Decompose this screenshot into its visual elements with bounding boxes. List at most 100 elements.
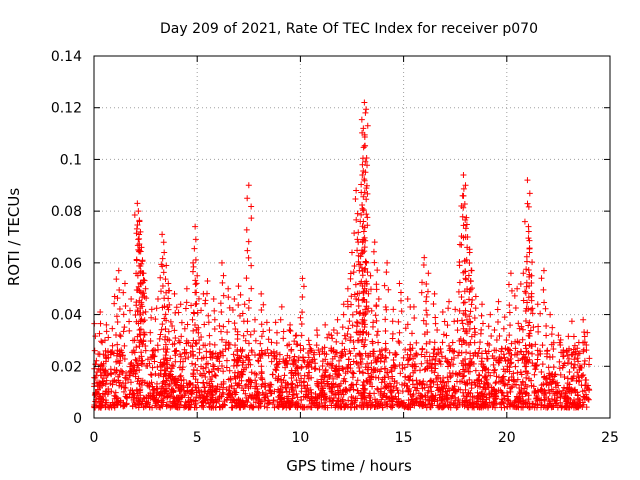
- data-point: [531, 371, 538, 378]
- data-point: [278, 303, 285, 310]
- data-point: [198, 307, 205, 314]
- data-point: [455, 288, 462, 295]
- data-point: [427, 384, 434, 391]
- data-point: [507, 347, 514, 354]
- data-point: [525, 349, 532, 356]
- data-point: [462, 381, 469, 388]
- data-point: [342, 351, 349, 358]
- data-point: [160, 373, 167, 380]
- data-point: [504, 389, 511, 396]
- data-point: [122, 374, 129, 381]
- data-point: [468, 333, 475, 340]
- data-point: [140, 309, 147, 316]
- data-point: [270, 348, 277, 355]
- data-point: [511, 351, 518, 358]
- data-point: [193, 300, 200, 307]
- data-point: [91, 380, 98, 387]
- data-point: [420, 402, 427, 409]
- data-point: [171, 380, 178, 387]
- data-point: [142, 308, 149, 315]
- data-point: [360, 296, 367, 303]
- data-point: [534, 301, 541, 308]
- data-point: [581, 339, 588, 346]
- data-point: [553, 397, 560, 404]
- data-point: [202, 399, 209, 406]
- data-point: [524, 177, 531, 184]
- data-point: [506, 309, 513, 316]
- data-point: [503, 337, 510, 344]
- data-point: [166, 301, 173, 308]
- data-point: [172, 397, 179, 404]
- data-point: [368, 373, 375, 380]
- data-point: [248, 262, 255, 269]
- data-point: [173, 348, 180, 355]
- data-point: [157, 331, 164, 338]
- data-point: [362, 109, 369, 116]
- data-point: [285, 393, 292, 400]
- data-point: [237, 291, 244, 298]
- data-point: [159, 403, 166, 410]
- data-point: [561, 395, 568, 402]
- data-point: [553, 390, 560, 397]
- data-point: [188, 302, 195, 309]
- data-point: [397, 370, 404, 377]
- data-point: [572, 388, 579, 395]
- data-point: [557, 394, 564, 401]
- data-point: [366, 379, 373, 386]
- data-point: [563, 398, 570, 405]
- data-point: [353, 329, 360, 336]
- grid-lines: [94, 56, 610, 418]
- data-point: [192, 384, 199, 391]
- data-point: [133, 225, 140, 232]
- data-point: [166, 337, 173, 344]
- data-point: [510, 370, 517, 377]
- data-point: [109, 342, 116, 349]
- data-point: [523, 345, 530, 352]
- data-point: [384, 369, 391, 376]
- data-point: [456, 349, 463, 356]
- data-point: [466, 249, 473, 256]
- data-point: [456, 370, 463, 377]
- data-point: [301, 404, 308, 411]
- data-point: [258, 321, 265, 328]
- data-point: [429, 356, 436, 363]
- data-point: [141, 395, 148, 402]
- data-point: [223, 364, 230, 371]
- data-point: [386, 349, 393, 356]
- data-point: [467, 390, 474, 397]
- data-point: [523, 389, 530, 396]
- data-point: [550, 364, 557, 371]
- data-point: [302, 393, 309, 400]
- data-point: [128, 359, 135, 366]
- data-point: [358, 339, 365, 346]
- data-point: [357, 351, 364, 358]
- data-point: [561, 384, 568, 391]
- data-point: [472, 381, 479, 388]
- data-point: [198, 372, 205, 379]
- data-point: [216, 386, 223, 393]
- data-point: [469, 393, 476, 400]
- data-point: [252, 377, 259, 384]
- data-point: [528, 342, 535, 349]
- data-point: [192, 339, 199, 346]
- data-point: [240, 368, 247, 375]
- data-point: [277, 386, 284, 393]
- data-point: [363, 182, 370, 189]
- data-point: [508, 287, 515, 294]
- data-point: [501, 314, 508, 321]
- data-point: [425, 270, 432, 277]
- data-point: [159, 263, 166, 270]
- data-point: [248, 379, 255, 386]
- data-point: [405, 356, 412, 363]
- data-point: [350, 269, 357, 276]
- data-point: [352, 352, 359, 359]
- data-point: [102, 388, 109, 395]
- data-point: [536, 348, 543, 355]
- data-point: [475, 398, 482, 405]
- data-point: [158, 288, 165, 295]
- data-point: [220, 368, 227, 375]
- data-point: [529, 259, 536, 266]
- data-point: [216, 349, 223, 356]
- data-point: [133, 256, 140, 263]
- data-point: [319, 358, 326, 365]
